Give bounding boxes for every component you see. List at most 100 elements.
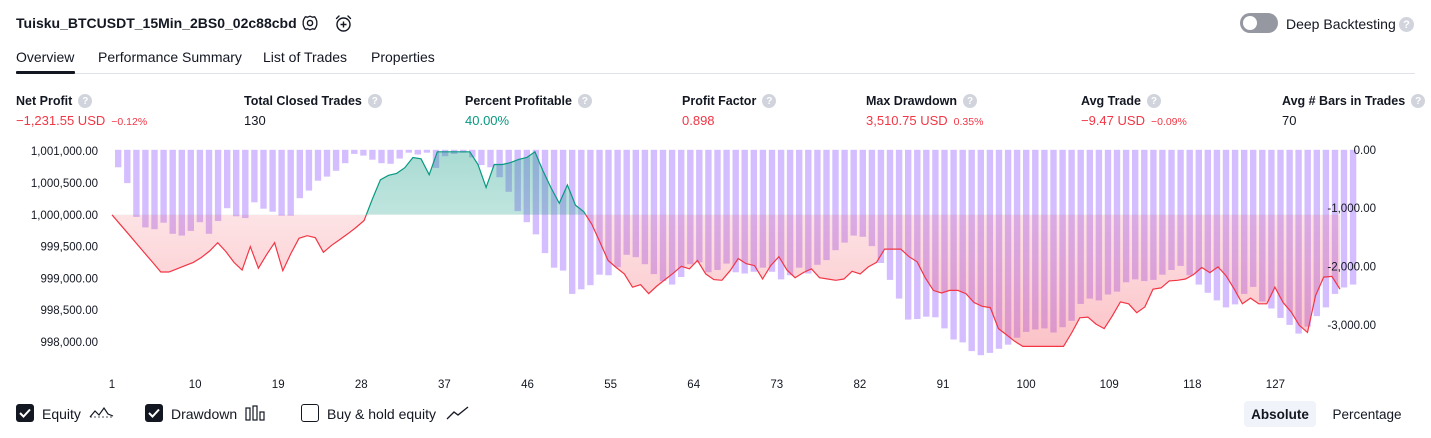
drawdown-bar <box>850 149 857 236</box>
drawdown-bar <box>1168 149 1175 270</box>
metric-percent-profitable-label: Percent Profitable? <box>465 94 592 108</box>
drawdown-bar <box>305 149 313 191</box>
metric-net-profit-value: −1,231.55 USD −0.12% <box>16 113 148 128</box>
drawdown-bar <box>287 149 294 216</box>
add-alert-icon[interactable] <box>333 13 353 33</box>
x-axis-tick-label: 64 <box>687 379 700 391</box>
drawdown-bar <box>378 149 385 164</box>
x-axis-tick-label: 127 <box>1266 379 1285 391</box>
x-axis-tick-label: 1 <box>109 379 115 391</box>
drawdown-bar <box>650 149 658 275</box>
drawdown-bar <box>687 149 694 265</box>
x-axis-tick-label: 28 <box>355 379 368 391</box>
drawdown-bar <box>142 149 149 228</box>
drawdown-bar <box>115 149 122 168</box>
x-axis-tick-label: 109 <box>1100 379 1119 391</box>
metric-profit-factor-value: 0.898 <box>682 113 715 128</box>
drawdown-bar <box>296 149 303 199</box>
settings-icon[interactable] <box>300 13 320 33</box>
help-icon[interactable]: ? <box>1399 17 1414 32</box>
equity-drawdown-chart[interactable]: 1,001,000.00 1,000,500.00 1,000,000.00 999,… <box>0 140 1431 398</box>
drawdown-bar <box>596 149 603 275</box>
drawdown-bar <box>750 149 757 272</box>
drawdown-bar <box>151 149 158 230</box>
equity-label: Equity <box>42 406 81 422</box>
equity-checkbox[interactable] <box>16 404 34 422</box>
deep-backtesting-label: Deep Backtesting <box>1286 16 1396 32</box>
drawdown-bar <box>233 149 240 217</box>
drawdown-bar <box>786 149 794 276</box>
drawdown-bar <box>214 149 222 221</box>
left-axis-tick-label: 999,500.00 <box>40 242 98 254</box>
left-axis-tick-label: 998,500.00 <box>40 305 98 317</box>
drawdown-bar <box>796 149 803 268</box>
drawdown-bar <box>496 149 503 178</box>
drawdown-bar <box>133 149 140 217</box>
drawdown-bar <box>805 149 812 274</box>
info-icon[interactable]: ? <box>963 94 977 108</box>
drawdown-checkbox[interactable] <box>145 404 163 422</box>
metric-avg-bars-label: Avg # Bars in Trades? <box>1282 94 1426 108</box>
deep-backtesting-toggle[interactable] <box>1240 13 1278 33</box>
tab-list-of-trades[interactable]: List of Trades <box>263 49 348 65</box>
tab-overview[interactable]: Overview <box>16 49 75 65</box>
drawdown-bar <box>605 149 612 276</box>
drawdown-bar <box>759 149 767 268</box>
drawdown-bar <box>632 149 639 258</box>
line-chart-icon <box>446 405 470 426</box>
drawdown-bar <box>868 149 876 247</box>
x-axis: 1 10 19 28 37 46 55 64 73 82 91 100 109 118 127 <box>109 379 1285 391</box>
drawdown-bar <box>342 149 349 164</box>
bar-chart-icon <box>245 405 267 426</box>
left-axis-tick-label: 998,000.00 <box>40 337 98 349</box>
info-icon[interactable]: ? <box>1146 94 1161 108</box>
buy-hold-label: Buy & hold equity <box>327 406 436 422</box>
drawdown-bar <box>251 149 258 203</box>
drawdown-bar <box>332 149 340 171</box>
drawdown-bar <box>187 149 194 231</box>
drawdown-bar <box>369 149 376 160</box>
drawdown-bar <box>314 149 322 181</box>
left-axis-tick-label: 1,000,000.00 <box>31 210 98 222</box>
info-icon[interactable]: ? <box>1411 94 1426 108</box>
drawdown-bar <box>1159 149 1166 275</box>
drawdown-bar <box>205 149 213 234</box>
drawdown-bar <box>469 149 476 158</box>
drawdown-bar <box>423 149 431 153</box>
tab-performance-summary[interactable]: Performance Summary <box>98 49 242 65</box>
drawdown-bar <box>178 149 185 236</box>
equity-positive-area <box>112 151 1340 215</box>
drawdown-bar <box>732 149 739 273</box>
drawdown-bar <box>224 149 231 209</box>
metric-avg-bars-value: 70 <box>1282 113 1297 128</box>
metric-max-drawdown-value: 3,510.75 USD 0.35% <box>866 113 984 128</box>
drawdown-bar <box>1177 149 1184 266</box>
equity-line <box>111 150 1341 347</box>
info-icon[interactable]: ? <box>78 94 93 108</box>
drawdown-bar <box>877 149 885 263</box>
drawdown-bar <box>260 149 267 209</box>
left-axis-tick-label: 1,000,500.00 <box>31 178 98 190</box>
x-axis-tick-label: 10 <box>189 379 202 391</box>
drawdown-bar <box>696 149 703 263</box>
info-icon[interactable]: ? <box>367 94 382 108</box>
drawdown-bar <box>777 149 785 280</box>
drawdown-bar <box>242 149 249 219</box>
drawdown-bar <box>823 149 830 261</box>
info-icon[interactable]: ? <box>762 94 777 108</box>
equity-negative-area <box>112 214 1340 347</box>
metric-profit-factor-label: Profit Factor? <box>682 94 777 108</box>
active-tab-indicator <box>16 71 75 74</box>
buy-hold-checkbox[interactable] <box>301 404 319 422</box>
drawdown-bar <box>414 149 421 155</box>
tab-properties[interactable]: Properties <box>371 49 435 65</box>
info-icon[interactable]: ? <box>577 94 592 108</box>
percentage-button[interactable]: Percentage <box>1332 406 1402 422</box>
absolute-button[interactable]: Absolute <box>1244 401 1316 427</box>
x-axis-tick-label: 55 <box>604 379 617 391</box>
equity-legend-icon <box>89 405 115 426</box>
metric-total-closed-trades-label: Total Closed Trades? <box>244 94 382 108</box>
drawdown-bar <box>360 149 367 156</box>
strategy-title: Tuisku_BTCUSDT_15Min_2BS0_02c88cbd <box>16 15 297 31</box>
drawdown-bar <box>196 149 204 223</box>
